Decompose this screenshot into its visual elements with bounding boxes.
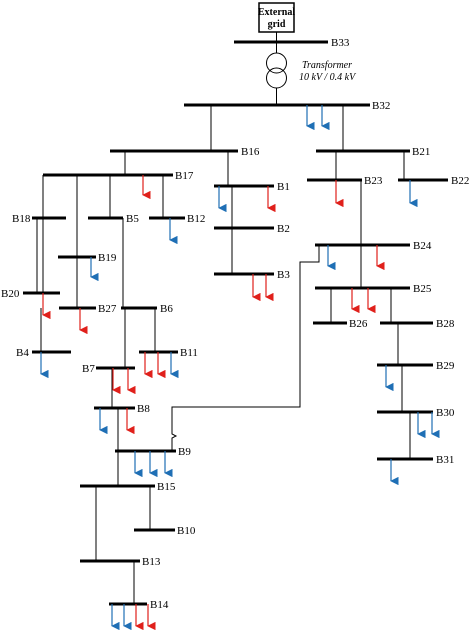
- bus-label-b1: B1: [277, 181, 290, 193]
- bus-label-b24: B24: [413, 240, 432, 252]
- bus-label-b2: B2: [277, 223, 290, 235]
- bus-label-b30: B30: [436, 407, 455, 419]
- bus-label-b3: B3: [277, 269, 290, 281]
- bus-label-b23: B23: [364, 175, 383, 187]
- bus-label-b10: B10: [177, 525, 196, 537]
- external-grid-label-line2: grid: [268, 19, 286, 30]
- bus-label-b33: B33: [331, 37, 350, 49]
- bus-label-b21: B21: [412, 146, 430, 158]
- bus-label-b14: B14: [150, 599, 169, 611]
- bus-label-b5: B5: [126, 213, 139, 225]
- bus-label-b25: B25: [413, 283, 432, 295]
- bus-label-b15: B15: [157, 481, 176, 493]
- bus-label-b9: B9: [178, 446, 191, 458]
- bus-label-b31: B31: [436, 454, 454, 466]
- bus-label-b18: B18: [12, 213, 31, 225]
- bus-label-b8: B8: [137, 403, 150, 415]
- transformer-rating: 10 kV / 0.4 kV: [299, 72, 357, 83]
- bus-label-b17: B17: [175, 170, 194, 182]
- bus-label-b7: B7: [82, 363, 95, 375]
- transformer-title: Transformer: [302, 60, 352, 71]
- bus-label-b26: B26: [349, 318, 368, 330]
- bus-labels: B33 B32 B16 B21 B17 B1 B23 B22 B18 B5 B1…: [1, 37, 469, 611]
- bus-label-b12: B12: [187, 213, 205, 225]
- external-grid-label-line1: External: [258, 7, 295, 18]
- bus-label-b13: B13: [142, 556, 161, 568]
- bus-label-b20: B20: [1, 288, 20, 300]
- bus-label-b28: B28: [436, 318, 455, 330]
- bus-label-b22: B22: [451, 175, 469, 187]
- bus-label-b32: B32: [372, 100, 390, 112]
- bus-label-b4: B4: [16, 347, 29, 359]
- bus-label-b6: B6: [160, 303, 173, 315]
- loads: [40, 105, 440, 630]
- external-grid: External grid: [258, 2, 295, 42]
- feeder-lines: [36, 105, 411, 604]
- bus-label-b16: B16: [241, 146, 260, 158]
- bus-label-b29: B29: [436, 360, 455, 372]
- bus-label-b19: B19: [98, 252, 117, 264]
- bus-bars: [23, 40, 448, 606]
- bus-label-b11: B11: [180, 347, 198, 359]
- transformer-symbol: Transformer 10 kV / 0.4 kV: [266, 42, 357, 105]
- bus-label-b27: B27: [98, 303, 117, 315]
